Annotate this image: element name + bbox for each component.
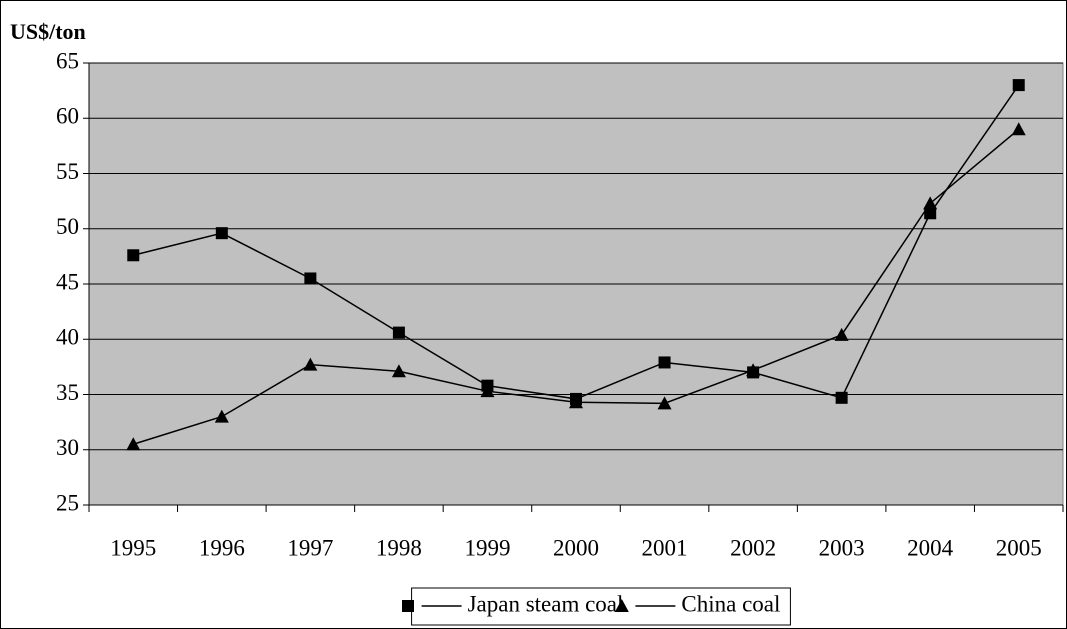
x-tick-label: 2003 — [819, 535, 865, 560]
data-point — [924, 207, 937, 220]
data-point — [658, 356, 671, 369]
y-tick-label: 65 — [56, 48, 79, 73]
x-tick-label: 2000 — [553, 535, 599, 560]
x-tick-label: 1999 — [464, 535, 510, 560]
x-tick-label: 2005 — [996, 535, 1042, 560]
y-tick-label: 25 — [56, 490, 79, 515]
data-point — [215, 227, 228, 240]
y-tick-label: 60 — [56, 104, 79, 129]
data-point — [303, 357, 318, 371]
data-point — [304, 272, 317, 285]
data-point — [480, 384, 495, 398]
legend-label: China coal — [681, 591, 780, 616]
data-point — [657, 396, 672, 410]
x-tick-label: 1997 — [287, 535, 333, 560]
legend-marker — [614, 599, 629, 612]
legend-marker — [402, 600, 414, 612]
data-point — [746, 363, 761, 377]
y-tick-label: 35 — [56, 380, 79, 405]
data-point — [835, 391, 848, 404]
x-tick-label: 1995 — [110, 535, 156, 560]
data-point — [569, 395, 583, 409]
legend-label: Japan steam coal — [468, 591, 624, 616]
y-tick-label: 45 — [56, 269, 79, 294]
y-tick-label: 30 — [56, 435, 79, 460]
data-point — [834, 327, 849, 341]
x-tick-label: 2001 — [642, 535, 688, 560]
x-tick-label: 1996 — [199, 535, 245, 560]
x-tick-label: 2002 — [730, 535, 776, 560]
data-point — [391, 364, 406, 378]
data-point — [127, 249, 140, 262]
data-point — [1012, 79, 1025, 92]
y-axis-label: US$/ton — [10, 19, 86, 44]
data-point — [392, 326, 405, 339]
data-point — [923, 196, 938, 210]
legend: Japan steam coal China coal — [411, 587, 791, 626]
data-point — [1011, 122, 1026, 136]
y-tick-label: 55 — [56, 159, 79, 184]
data-point — [126, 437, 141, 451]
y-tick-label: 40 — [56, 325, 79, 350]
data-point — [214, 409, 229, 423]
legend-box — [411, 587, 791, 626]
x-tick-label: 2004 — [907, 535, 954, 560]
y-tick-label: 50 — [56, 214, 79, 239]
x-tick-label: 1998 — [376, 535, 422, 560]
